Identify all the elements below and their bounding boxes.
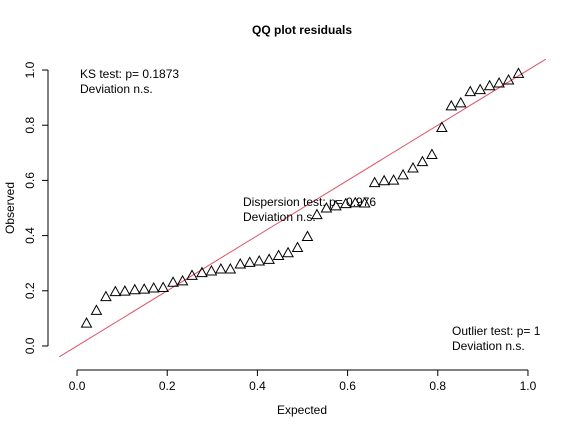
data-point: [186, 269, 198, 280]
data-point: [512, 67, 525, 78]
data-point: [215, 262, 227, 274]
y-tick-label: 0.4: [23, 227, 37, 244]
data-point: [483, 79, 496, 91]
data-point: [100, 290, 112, 302]
data-point: [147, 282, 160, 293]
data-point: [387, 174, 400, 185]
data-point: [435, 121, 448, 132]
x-tick-label: 0.8: [429, 379, 446, 393]
data-point: [339, 197, 352, 209]
x-tick-label: 1.0: [520, 379, 537, 393]
data-point: [272, 249, 285, 260]
data-point: [502, 73, 515, 85]
data-point: [416, 155, 429, 167]
ks-test-annotation: KS test: p= 0.1873 Deviation n.s.: [80, 67, 179, 96]
data-point: [426, 148, 438, 159]
data-point: [263, 253, 275, 264]
data-point: [90, 304, 103, 315]
chart-title: QQ plot residuals: [252, 23, 352, 37]
data-point: [349, 196, 362, 208]
data-point: [445, 99, 458, 111]
data-point: [157, 281, 170, 292]
data-point: [176, 274, 189, 286]
y-axis-label: Observed: [3, 182, 17, 234]
outlier-test-line2: Deviation n.s.: [452, 339, 525, 353]
data-point: [301, 230, 314, 241]
y-tick-label: 0.6: [23, 172, 37, 189]
data-point: [320, 202, 333, 213]
data-point: [243, 256, 256, 267]
outlier-test-annotation: Outlier test: p= 1 Deviation n.s.: [452, 324, 541, 353]
dispersion-test-line1: Dispersion test: p= 0.976: [243, 195, 376, 209]
data-point: [128, 283, 141, 295]
data-point: [407, 161, 419, 173]
data-point: [80, 317, 93, 328]
y-tick-label: 0.0: [23, 337, 37, 354]
reference-line: [59, 59, 546, 357]
y-tick-label: 0.2: [23, 282, 37, 299]
data-point: [368, 176, 381, 188]
data-point: [253, 254, 266, 266]
data-point: [234, 258, 247, 269]
data-point: [311, 208, 323, 220]
data-point: [167, 276, 179, 287]
x-axis-label: Expected: [277, 403, 327, 417]
data-point: [330, 199, 342, 211]
x-tick-label: 0.2: [159, 379, 176, 393]
dispersion-test-annotation: Dispersion test: p= 0.976 Deviation n.s.: [243, 195, 376, 224]
outlier-test-line1: Outlier test: p= 1: [452, 324, 541, 338]
x-tick-label: 0.0: [69, 379, 86, 393]
points-layer: [80, 67, 525, 328]
data-point: [109, 285, 122, 297]
x-tick-label: 0.4: [249, 379, 266, 393]
data-point: [205, 264, 218, 276]
data-point: [118, 285, 131, 296]
data-point: [358, 197, 371, 208]
data-point: [378, 174, 390, 186]
data-point: [493, 77, 505, 88]
x-axis: 0.0 0.2 0.4 0.6 0.8 1.0: [69, 369, 537, 393]
data-point: [196, 266, 208, 278]
data-point: [397, 168, 409, 180]
y-axis: 0.0 0.2 0.4 0.6 0.8 1.0: [23, 61, 49, 354]
data-point: [291, 241, 304, 252]
ks-test-line2: Deviation n.s.: [80, 82, 153, 96]
ks-test-line1: KS test: p= 0.1873: [80, 67, 179, 81]
y-tick-label: 1.0: [23, 61, 37, 78]
dispersion-test-line2: Deviation n.s.: [243, 210, 316, 224]
data-point: [138, 283, 151, 294]
data-point: [224, 262, 237, 274]
x-tick-label: 0.6: [339, 379, 356, 393]
data-point: [454, 96, 467, 108]
data-point: [474, 83, 487, 95]
y-tick-label: 0.8: [23, 117, 37, 134]
data-point: [282, 246, 294, 258]
data-point: [464, 85, 477, 97]
